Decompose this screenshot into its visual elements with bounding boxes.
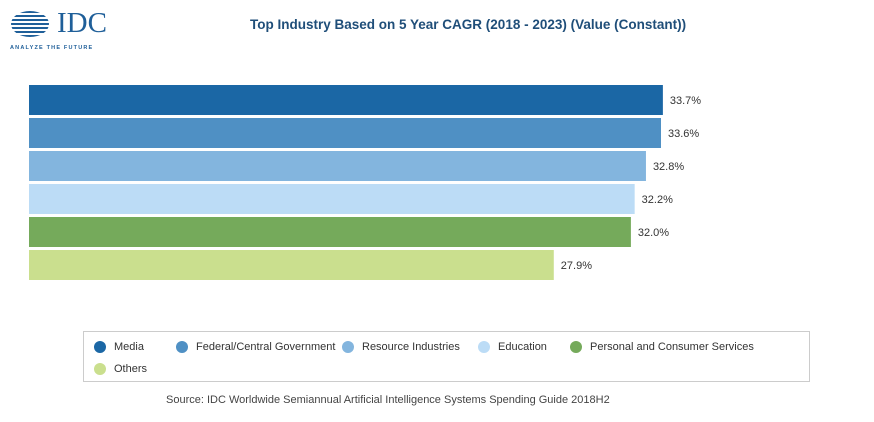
legend-item[interactable]: Education xyxy=(478,340,547,354)
legend-item[interactable]: Federal/Central Government xyxy=(176,340,335,354)
legend-label: Education xyxy=(498,341,547,353)
bar-value-label: 32.0% xyxy=(638,227,669,239)
legend-label: Resource Industries xyxy=(362,341,460,353)
logo-text: IDC xyxy=(57,7,107,39)
legend-marker-icon xyxy=(94,363,106,375)
legend-label: Personal and Consumer Services xyxy=(590,341,754,353)
globe-icon xyxy=(11,11,49,37)
bar-value-label: 32.2% xyxy=(642,194,673,206)
source-note: Source: IDC Worldwide Semiannual Artific… xyxy=(166,394,610,406)
legend-item[interactable]: Resource Industries xyxy=(342,340,460,354)
bar-federal-central-government[interactable] xyxy=(29,118,661,148)
idc-logo: IDC ANALYZE THE FUTURE xyxy=(10,7,114,51)
chart-legend: Media Federal/Central Government Resource … xyxy=(83,331,810,382)
legend-item[interactable]: Others xyxy=(94,362,147,376)
bar-chart: 33.7% 33.6% 32.8% 32.2% 32.0% 27.9% xyxy=(29,85,701,280)
chart-title: Top Industry Based on 5 Year CAGR (2018 … xyxy=(250,17,687,32)
bar-value-label: 33.7% xyxy=(670,95,701,107)
legend-marker-icon xyxy=(570,341,582,353)
legend-item[interactable]: Media xyxy=(94,340,144,354)
bar-value-label: 32.8% xyxy=(653,161,684,173)
bar-resource-industries[interactable] xyxy=(29,151,646,181)
legend-item[interactable]: Personal and Consumer Services xyxy=(570,340,754,354)
bar-value-label: 33.6% xyxy=(668,128,699,140)
bar-media[interactable] xyxy=(29,85,663,115)
bar-personal-and-consumer-services[interactable] xyxy=(29,217,631,247)
logo-tagline: ANALYZE THE FUTURE xyxy=(10,45,94,51)
legend-marker-icon xyxy=(94,341,106,353)
legend-marker-icon xyxy=(176,341,188,353)
legend-label: Media xyxy=(114,341,144,353)
legend-marker-icon xyxy=(342,341,354,353)
bar-others[interactable] xyxy=(29,250,554,280)
bar-value-label: 27.9% xyxy=(561,260,592,272)
legend-marker-icon xyxy=(478,341,490,353)
bar-education[interactable] xyxy=(29,184,635,214)
legend-label: Others xyxy=(114,363,148,375)
legend-label: Federal/Central Government xyxy=(196,341,336,353)
